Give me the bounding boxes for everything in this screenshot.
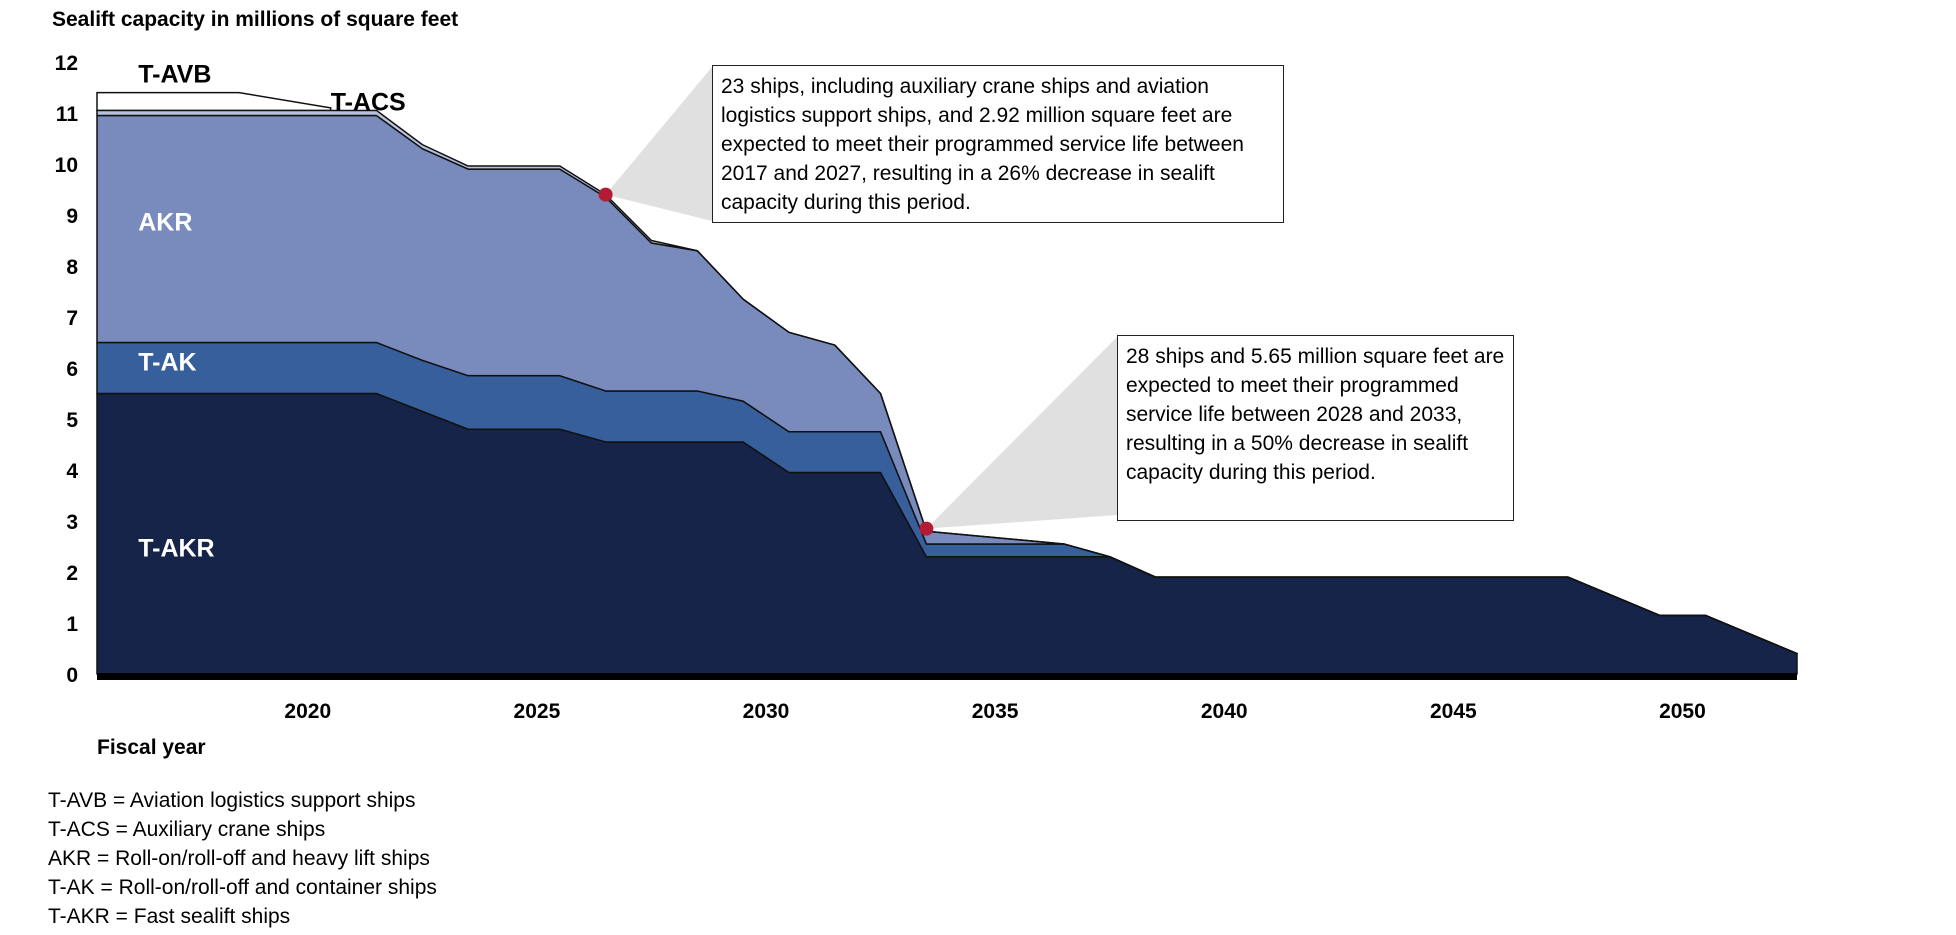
- legend-item-t-avb: T-AVB = Aviation logistics support ships: [48, 789, 416, 812]
- x-tick-label-2020: 2020: [284, 700, 331, 723]
- legend-item-t-akr: T-AKR = Fast sealift ships: [48, 905, 291, 928]
- callout-2028-2033: 28 ships and 5.65 million square feet ar…: [1117, 335, 1514, 521]
- x-axis-baseline: [97, 673, 1797, 680]
- area-label-akr: AKR: [138, 208, 192, 236]
- y-tick-label-9: 9: [66, 205, 78, 228]
- legend-item-t-acs: T-ACS = Auxiliary crane ships: [48, 818, 326, 841]
- x-tick-label-2050: 2050: [1659, 700, 1706, 723]
- area-label-t-avb: T-AVB: [138, 60, 211, 88]
- legend-item-t-ak: T-AK = Roll-on/roll-off and container sh…: [48, 876, 437, 899]
- y-tick-label-8: 8: [66, 256, 78, 279]
- x-tick-label-2025: 2025: [514, 700, 561, 723]
- y-tick-label-2: 2: [66, 562, 78, 585]
- abbreviation-legend: T-AVB = Aviation logistics support ships…: [48, 786, 437, 931]
- y-tick-label-10: 10: [55, 154, 78, 177]
- y-tick-label-12: 12: [55, 52, 78, 75]
- area-label-t-akr: T-AKR: [138, 535, 214, 563]
- y-tick-label-4: 4: [66, 460, 78, 483]
- y-tick-label-11: 11: [56, 103, 79, 126]
- y-tick-label-6: 6: [66, 358, 78, 381]
- area-t-avb: [96, 91, 332, 112]
- x-tick-label-2035: 2035: [972, 700, 1019, 723]
- callout-pointer-1: [605, 67, 712, 221]
- callout-2017-2027: 23 ships, including auxiliary crane ship…: [712, 65, 1284, 223]
- x-tick-label-2040: 2040: [1201, 700, 1248, 723]
- y-axis-title: Sealift capacity in millions of square f…: [52, 8, 459, 31]
- x-tick-label-2045: 2045: [1430, 700, 1477, 723]
- callout-pointer-2: [926, 337, 1117, 529]
- callout-marker-1: [598, 187, 613, 202]
- callout-marker-2: [919, 521, 934, 536]
- area-label-t-ak: T-AK: [138, 349, 196, 377]
- y-tick-label-3: 3: [66, 511, 78, 534]
- x-axis-title: Fiscal year: [97, 736, 206, 759]
- area-label-t-acs: T-ACS: [331, 88, 406, 116]
- y-tick-label-1: 1: [66, 613, 78, 636]
- y-tick-label-5: 5: [66, 409, 78, 432]
- y-tick-label-7: 7: [66, 307, 78, 330]
- x-tick-label-2030: 2030: [743, 700, 790, 723]
- legend-item-akr: AKR = Roll-on/roll-off and heavy lift sh…: [48, 847, 430, 870]
- y-tick-label-0: 0: [66, 664, 78, 687]
- area-t-acs: [96, 109, 1798, 655]
